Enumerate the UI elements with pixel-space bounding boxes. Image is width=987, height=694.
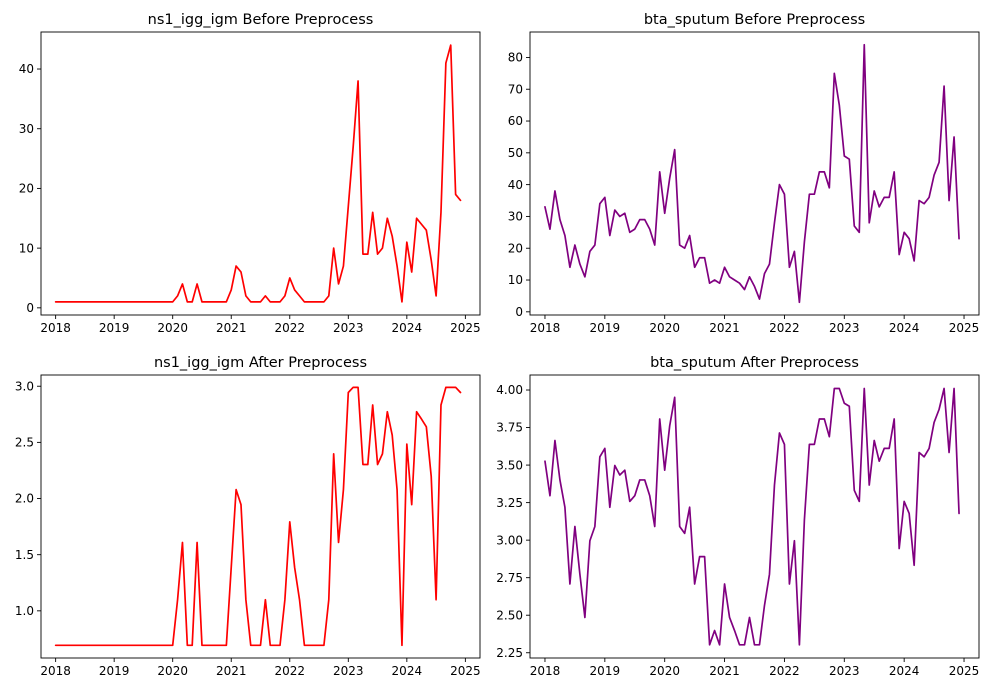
y-tick-label: 3.00 xyxy=(496,533,523,547)
x-tick-label: 2024 xyxy=(889,664,920,678)
x-tick-label: 2018 xyxy=(530,664,561,678)
y-tick-label: 30 xyxy=(508,210,523,224)
x-tick-label: 2023 xyxy=(333,664,364,678)
subplot-1: 2018 2019 2020 2021 2022 2023 2024 2025 0 10 20 30 4… xyxy=(19,12,481,335)
x-tick-label: 2024 xyxy=(392,321,423,335)
y-tick-label: 10 xyxy=(19,241,34,255)
y-tick-label: 40 xyxy=(508,178,523,192)
axes-frame xyxy=(529,31,980,316)
x-tick-label: 2024 xyxy=(392,664,423,678)
axes-frame xyxy=(40,374,481,659)
x-tick-label: 2021 xyxy=(216,664,247,678)
axes-frame xyxy=(529,374,980,659)
x-tick-label: 2018 xyxy=(40,321,71,335)
axes-frame xyxy=(40,31,481,316)
x-tick-label: 2023 xyxy=(829,664,860,678)
x-tick-label: 2019 xyxy=(99,321,130,335)
x-tick-label: 2018 xyxy=(530,321,561,335)
x-tick-label: 2025 xyxy=(450,321,481,335)
x-tick-label: 2023 xyxy=(829,321,860,335)
y-tick-label: 10 xyxy=(508,273,523,287)
y-tick-label: 4.00 xyxy=(496,383,523,397)
y-tick-label: 50 xyxy=(508,146,523,160)
x-tick-label: 2023 xyxy=(333,321,364,335)
x-tick-label: 2021 xyxy=(709,321,740,335)
x-tick-label: 2018 xyxy=(40,664,71,678)
x-tick-label: 2024 xyxy=(889,321,920,335)
y-tick-label: 3.50 xyxy=(496,458,523,472)
x-tick-label: 2022 xyxy=(274,321,305,335)
subplot-2: 2018 2019 2020 2021 2022 2023 2024 2025 0 10 20 30 4… xyxy=(508,12,980,335)
subplot-title: ns1_igg_igm Before Preprocess xyxy=(148,12,374,28)
series-line xyxy=(544,43,960,304)
y-tick-label: 2.0 xyxy=(15,492,34,506)
series-line xyxy=(54,386,462,647)
x-tick-label: 2021 xyxy=(709,664,740,678)
y-tick-label: 2.5 xyxy=(15,436,34,450)
y-tick-label: 20 xyxy=(19,182,34,196)
series-line xyxy=(54,44,462,303)
subplot-title: bta_sputum Before Preprocess xyxy=(644,12,865,28)
y-tick-label: 80 xyxy=(508,51,523,65)
x-tick-label: 2019 xyxy=(99,664,130,678)
x-tick-label: 2025 xyxy=(450,664,481,678)
y-tick-label: 20 xyxy=(508,241,523,255)
y-tick-label: 2.50 xyxy=(496,608,523,622)
y-tick-label: 2.25 xyxy=(496,646,523,660)
y-tick-label: 1.0 xyxy=(15,604,34,618)
x-tick-label: 2025 xyxy=(949,664,980,678)
series-line xyxy=(544,387,960,646)
x-tick-label: 2022 xyxy=(274,664,305,678)
y-tick-label: 60 xyxy=(508,114,523,128)
subplot-3: 2018 2019 2020 2021 2022 2023 2024 2025 1.0 1.5 2.… xyxy=(15,355,481,678)
x-tick-label: 2021 xyxy=(216,321,247,335)
y-tick-label: 0 xyxy=(26,301,34,315)
y-tick-label: 3.75 xyxy=(496,421,523,435)
y-tick-label: 2.75 xyxy=(496,571,523,585)
x-tick-label: 2020 xyxy=(649,321,680,335)
y-tick-label: 1.5 xyxy=(15,548,34,562)
x-tick-label: 2019 xyxy=(590,664,621,678)
x-tick-label: 2025 xyxy=(949,321,980,335)
y-tick-label: 70 xyxy=(508,82,523,96)
x-tick-label: 2020 xyxy=(649,664,680,678)
x-tick-label: 2020 xyxy=(157,321,188,335)
y-tick-label: 3.25 xyxy=(496,496,523,510)
x-tick-label: 2019 xyxy=(590,321,621,335)
subplot-title: bta_sputum After Preprocess xyxy=(650,355,859,371)
x-tick-label: 2022 xyxy=(769,664,800,678)
subplot-title: ns1_igg_igm After Preprocess xyxy=(154,355,367,371)
y-tick-label: 0 xyxy=(515,305,523,319)
y-tick-label: 40 xyxy=(19,62,34,76)
y-tick-label: 3.0 xyxy=(15,379,34,393)
x-tick-label: 2020 xyxy=(157,664,188,678)
x-tick-label: 2022 xyxy=(769,321,800,335)
y-tick-label: 30 xyxy=(19,122,34,136)
subplot-4: 2018 2019 2020 2021 2022 2023 2024 2025 2.25 2.50… xyxy=(496,355,980,678)
